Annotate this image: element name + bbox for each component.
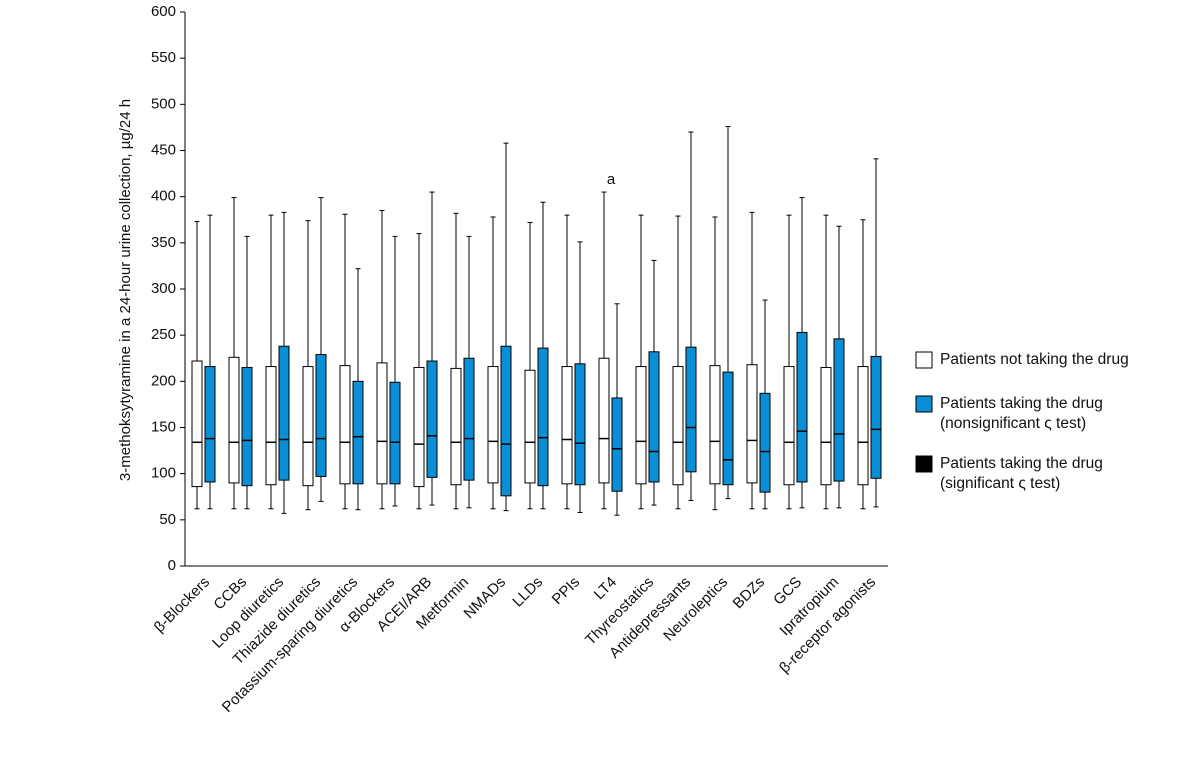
y-axis-title: 3-methoksytyramine in a 24-hour urine co… [117,99,134,481]
box [709,365,721,485]
legend-label: Patients taking the drug (significant ς … [940,455,1103,492]
box [598,357,610,484]
box [339,365,351,485]
y-tick-label: 300 [151,280,176,297]
box [685,346,697,473]
box [561,366,573,485]
box [611,397,623,492]
y-tick-label: 0 [168,557,176,574]
box [463,357,475,481]
y-tick-label: 500 [151,95,176,112]
x-tick-label: BDZs [730,574,769,613]
y-tick-label: 200 [151,372,176,389]
box [537,347,549,487]
box [450,367,462,486]
x-tick-label: NMADs [461,574,510,623]
y-tick-label: 450 [151,141,176,158]
box [315,354,327,477]
box [500,345,512,497]
box [524,369,536,484]
box [413,366,425,488]
box [191,360,203,488]
y-tick-label: 350 [151,234,176,251]
box [759,392,771,493]
y-tick-label: 400 [151,188,176,205]
box [820,366,832,486]
box [426,360,438,478]
box [574,363,586,486]
legend-swatch [915,455,933,473]
y-tick-label: 50 [159,511,176,528]
box [241,366,253,487]
box [265,366,277,486]
box [722,371,734,486]
legend-label: Patients not taking the drug [940,351,1129,368]
box [783,366,795,486]
box [302,366,314,487]
legend-label: Patients taking the drug (nonsignificant… [940,395,1103,432]
box [376,362,388,485]
x-tick-label: LT4 [591,574,621,604]
y-tick-label: 600 [151,3,176,20]
y-tick-label: 250 [151,326,176,343]
box [389,381,401,485]
box [635,366,647,485]
box [204,366,216,483]
box [278,345,290,481]
y-tick-label: 150 [151,418,176,435]
box [746,364,758,484]
box [796,331,808,483]
x-tick-label: LLDs [509,574,546,611]
box [352,380,364,485]
y-tick-label: 100 [151,465,176,482]
x-tick-label: β-Blockers [151,574,213,636]
box [672,366,684,486]
box [648,351,660,483]
box [857,366,869,486]
annotation: a [607,171,616,188]
box [870,355,882,479]
legend-swatch [915,351,933,369]
x-tick-label: PPIs [549,574,583,608]
box [833,338,845,482]
box [228,356,240,484]
y-tick-label: 550 [151,49,176,66]
box [487,366,499,484]
legend-swatch [915,395,933,413]
